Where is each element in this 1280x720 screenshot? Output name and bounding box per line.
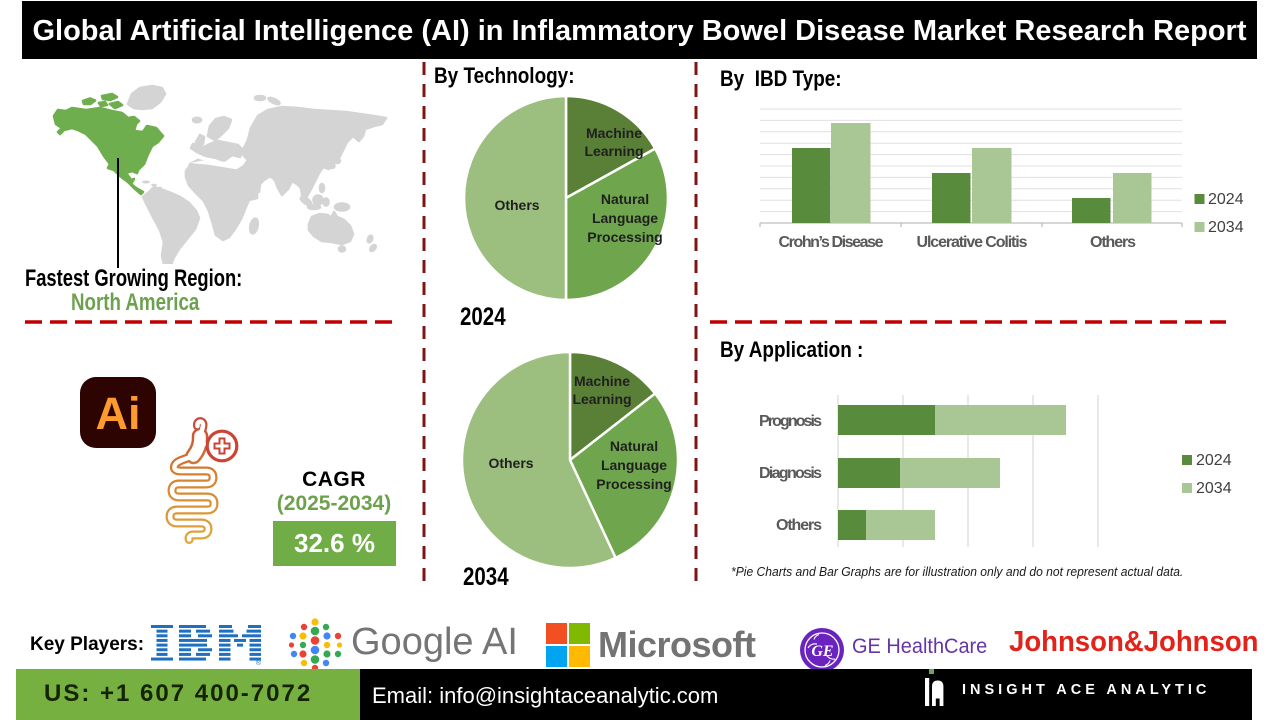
svg-text:Natural: Natural [601,191,649,207]
svg-text:2034: 2034 [1208,219,1244,236]
svg-text:Prognosis: Prognosis [759,413,822,430]
svg-text:Language: Language [601,457,667,473]
svg-text:Natural: Natural [610,438,658,454]
svg-text:Language: Language [592,210,658,226]
svg-text:Processing: Processing [587,229,662,245]
svg-text:Learning: Learning [572,391,631,407]
svg-text:2024: 2024 [1208,191,1244,208]
svg-text:Crohn’s Disease: Crohn’s Disease [779,234,884,251]
svg-text:GE: GE [811,643,833,660]
svg-text:Machine: Machine [574,373,630,389]
svg-text:Others: Others [1090,234,1136,251]
svg-text:Processing: Processing [596,476,671,492]
svg-text:Learning: Learning [584,143,643,159]
svg-text:Others: Others [494,197,539,213]
svg-text:Machine: Machine [586,125,642,141]
svg-text:2034: 2034 [1196,480,1232,497]
svg-text:Others: Others [488,455,533,471]
svg-text:Ulcerative Colitis: Ulcerative Colitis [917,234,1028,251]
svg-text:2024: 2024 [1196,452,1232,469]
svg-text:Others: Others [776,517,822,534]
svg-text:Diagnosis: Diagnosis [759,465,822,482]
svg-text:®: ® [256,659,262,665]
